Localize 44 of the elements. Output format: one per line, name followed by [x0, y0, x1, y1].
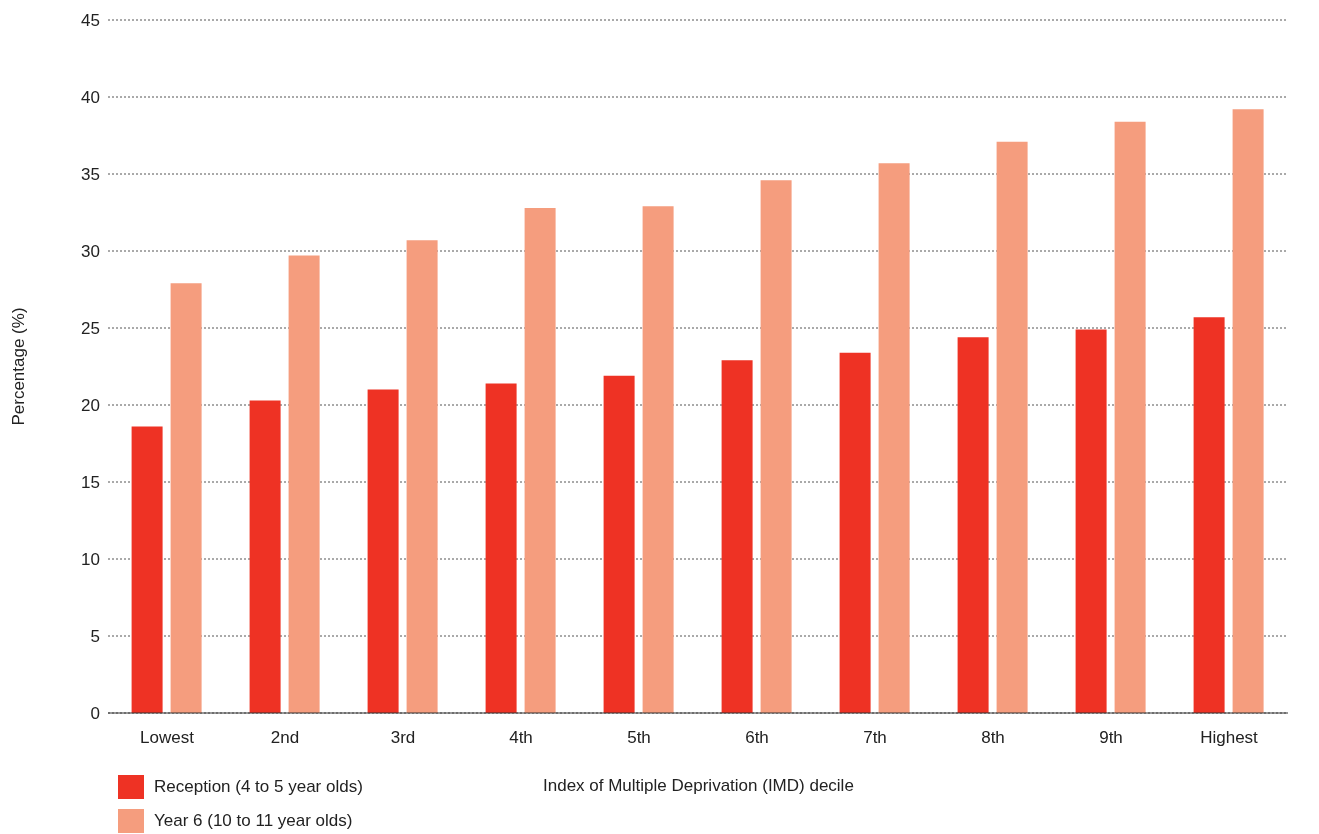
bar [721, 360, 753, 713]
bar [406, 240, 438, 713]
y-tick-label: 15 [81, 473, 100, 493]
x-tick-label: 9th [1099, 728, 1123, 748]
x-tick-label: 3rd [390, 728, 416, 748]
y-tick-label: 35 [81, 165, 100, 185]
bar [760, 180, 792, 713]
bar [131, 426, 163, 713]
bar [170, 283, 202, 713]
bar [485, 383, 517, 713]
x-tick-label: 6th [745, 728, 769, 748]
legend-label: Reception (4 to 5 year olds) [154, 777, 363, 797]
bar [1232, 109, 1264, 713]
y-tick-label: 10 [81, 550, 100, 570]
x-tick-label: 8th [981, 728, 1005, 748]
x-tick-label: 7th [863, 728, 887, 748]
x-tick-label: 5th [627, 728, 651, 748]
x-tick-label: 4th [509, 728, 533, 748]
y-tick-label: 5 [90, 627, 100, 647]
bar [957, 337, 989, 713]
y-tick-label: 40 [81, 88, 100, 108]
x-axis-title: Index of Multiple Deprivation (IMD) decile [543, 776, 854, 796]
legend-label: Year 6 (10 to 11 year olds) [154, 811, 353, 831]
bar [839, 352, 871, 713]
bar [288, 255, 320, 713]
bar [878, 163, 910, 713]
y-tick-label: 30 [81, 242, 100, 262]
y-tick-label: 20 [81, 396, 100, 416]
y-tick-label: 25 [81, 319, 100, 339]
x-tick-label: 2nd [270, 728, 300, 748]
bar [367, 389, 399, 713]
bar [1193, 317, 1225, 713]
bar [249, 400, 281, 713]
y-tick-label: 0 [90, 704, 100, 724]
bar [996, 141, 1028, 713]
bar [524, 207, 556, 713]
y-axis-title: Percentage (%) [9, 307, 29, 426]
bar [642, 206, 674, 713]
bar [1114, 121, 1146, 713]
bar [603, 375, 635, 713]
bar [1075, 329, 1107, 713]
x-tick-label: Lowest [140, 728, 195, 748]
x-tick-label: Highest [1200, 728, 1259, 748]
y-tick-label: 45 [81, 11, 100, 31]
